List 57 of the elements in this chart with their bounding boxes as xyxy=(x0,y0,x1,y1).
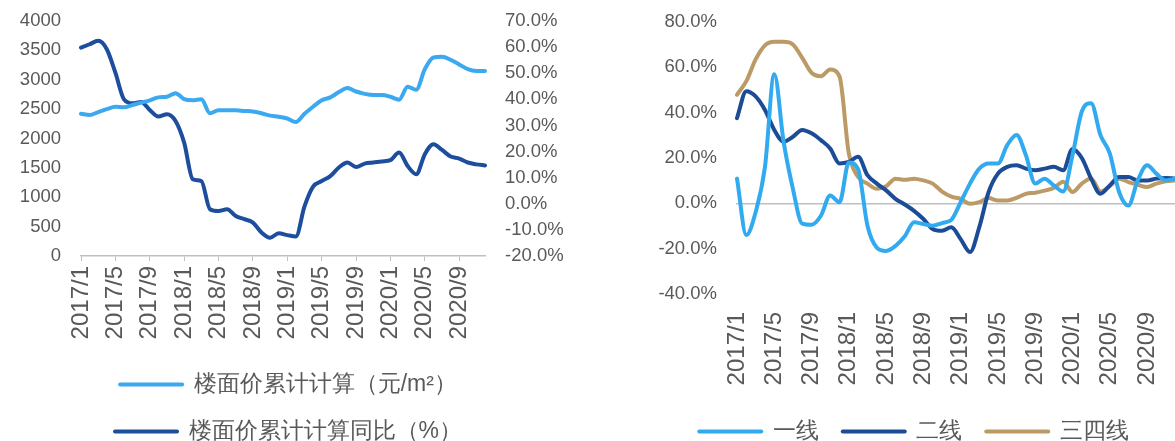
x-tick-label: 2020/5 xyxy=(1094,312,1122,386)
legend-label: 三四线 xyxy=(1059,416,1129,441)
x-tick-label: 2017/9 xyxy=(796,312,824,386)
y-tick-label: 500 xyxy=(30,214,61,236)
y-tick-label: 60.0% xyxy=(664,55,717,77)
x-tick-label: 2019/9 xyxy=(1019,312,1047,386)
y-tick-label: 2500 xyxy=(19,97,61,119)
y2-tick-label: -10.0% xyxy=(505,217,564,239)
x-tick-label: 2019/9 xyxy=(340,266,368,340)
x-tick-label: 2017/5 xyxy=(100,266,128,340)
y-tick-label: 0 xyxy=(50,244,61,266)
x-tick-label: 2018/9 xyxy=(908,312,936,386)
y2-tick-label: 40.0% xyxy=(505,87,558,109)
y-tick-label: 4000 xyxy=(19,9,61,31)
y-tick-label: 0.0% xyxy=(674,191,717,213)
y2-tick-label: 50.0% xyxy=(505,61,558,83)
y-tick-label: 80.0% xyxy=(664,10,717,32)
legend-label: 二线 xyxy=(916,416,963,441)
x-tick-label: 2017/5 xyxy=(758,312,786,386)
y-tick-label: 3000 xyxy=(19,67,61,89)
y2-tick-label: -20.0% xyxy=(505,244,564,266)
y-tick-label: -40.0% xyxy=(658,282,717,304)
y-tick-label: 2000 xyxy=(19,126,61,148)
legend-label: 楼面价累计计算同比（%） xyxy=(188,416,462,441)
line-series xyxy=(79,38,487,240)
y2-tick-label: 70.0% xyxy=(505,9,558,31)
x-tick-label: 2019/5 xyxy=(982,312,1010,386)
x-tick-label: 2017/9 xyxy=(134,266,162,340)
x-tick-label: 2020/1 xyxy=(1057,312,1085,386)
x-tick-label: 2018/9 xyxy=(237,266,265,340)
x-tick-label: 2017/1 xyxy=(721,312,749,386)
x-tick-label: 2018/5 xyxy=(203,266,231,340)
y-tick-label: -20.0% xyxy=(658,236,717,258)
x-tick-label: 2019/5 xyxy=(306,266,334,340)
x-tick-label: 2018/1 xyxy=(833,312,861,386)
y-tick-label: 3500 xyxy=(19,38,61,60)
y-tick-label: 40.0% xyxy=(664,100,717,122)
y2-tick-label: 60.0% xyxy=(505,35,558,57)
x-tick-label: 2018/5 xyxy=(870,312,898,386)
y-tick-label: 20.0% xyxy=(664,146,717,168)
y2-tick-label: 20.0% xyxy=(505,139,558,161)
x-tick-label: 2019/1 xyxy=(945,312,973,386)
y2-tick-label: 30.0% xyxy=(505,113,558,135)
x-tick-label: 2018/1 xyxy=(168,266,196,340)
y-tick-label: 1500 xyxy=(19,155,61,177)
x-tick-label: 2020/9 xyxy=(443,266,471,340)
y2-tick-label: 10.0% xyxy=(505,165,558,187)
x-tick-label: 2020/1 xyxy=(375,266,403,340)
y-tick-label: 1000 xyxy=(19,185,61,207)
y2-tick-label: 0.0% xyxy=(505,191,548,213)
legend-label: 楼面价累计计算（元/m²） xyxy=(193,369,457,396)
x-tick-label: 2020/5 xyxy=(409,266,437,340)
legend-label: 一线 xyxy=(772,416,819,441)
x-tick-label: 2017/1 xyxy=(65,266,93,340)
line-series xyxy=(79,54,487,125)
x-tick-label: 2019/1 xyxy=(271,266,299,340)
x-tick-label: 2020/9 xyxy=(1131,312,1159,386)
